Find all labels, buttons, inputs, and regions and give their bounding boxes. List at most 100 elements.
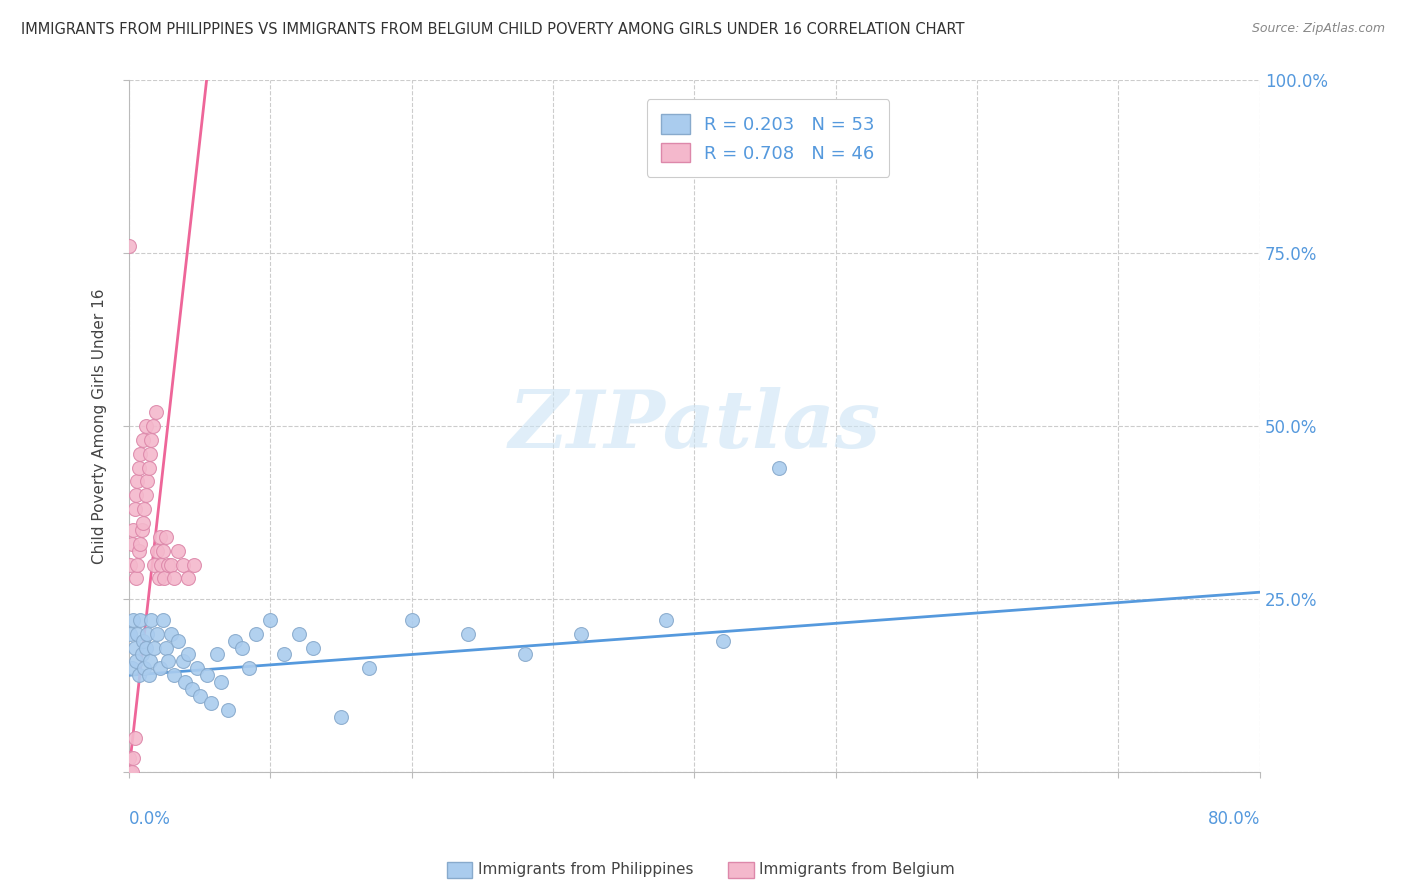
- Point: [152, 543, 174, 558]
- Point: [163, 571, 186, 585]
- Point: [148, 571, 170, 585]
- Point: [160, 626, 183, 640]
- Point: [205, 648, 228, 662]
- Point: [128, 460, 150, 475]
- Point: [146, 543, 169, 558]
- Y-axis label: Child Poverty Among Girls Under 16: Child Poverty Among Girls Under 16: [93, 288, 107, 564]
- Point: [118, 239, 141, 253]
- Point: [655, 613, 678, 627]
- Point: [132, 516, 155, 530]
- Point: [129, 537, 152, 551]
- Point: [768, 460, 790, 475]
- Point: [118, 751, 141, 765]
- Point: [125, 654, 148, 668]
- Point: [401, 613, 423, 627]
- Point: [128, 668, 150, 682]
- Point: [183, 558, 205, 572]
- Point: [569, 626, 592, 640]
- Text: IMMIGRANTS FROM PHILIPPINES VS IMMIGRANTS FROM BELGIUM CHILD POVERTY AMONG GIRLS: IMMIGRANTS FROM PHILIPPINES VS IMMIGRANT…: [21, 22, 965, 37]
- Point: [127, 626, 149, 640]
- Point: [135, 419, 157, 434]
- Point: [139, 447, 162, 461]
- Point: [122, 751, 145, 765]
- Point: [160, 558, 183, 572]
- Point: [127, 475, 149, 489]
- Point: [138, 668, 160, 682]
- Point: [149, 661, 172, 675]
- Point: [121, 765, 143, 780]
- Point: [329, 710, 352, 724]
- Point: [711, 633, 734, 648]
- Point: [120, 626, 142, 640]
- Point: [167, 633, 190, 648]
- Point: [118, 765, 141, 780]
- Point: [122, 613, 145, 627]
- Text: Immigrants from Belgium: Immigrants from Belgium: [759, 863, 955, 877]
- Point: [172, 654, 194, 668]
- Point: [125, 488, 148, 502]
- Point: [174, 675, 197, 690]
- Point: [143, 558, 166, 572]
- Point: [181, 682, 204, 697]
- Point: [177, 648, 200, 662]
- Point: [513, 648, 536, 662]
- Point: [155, 640, 177, 655]
- Point: [132, 433, 155, 447]
- Point: [134, 502, 156, 516]
- Point: [273, 648, 295, 662]
- Point: [359, 661, 381, 675]
- Point: [146, 626, 169, 640]
- Point: [127, 558, 149, 572]
- Point: [457, 626, 479, 640]
- Point: [195, 668, 218, 682]
- Point: [132, 633, 155, 648]
- Point: [129, 447, 152, 461]
- Point: [120, 558, 142, 572]
- Point: [287, 626, 309, 640]
- Point: [238, 661, 260, 675]
- Point: [131, 648, 153, 662]
- Point: [136, 626, 159, 640]
- Point: [122, 523, 145, 537]
- Point: [259, 613, 281, 627]
- Point: [209, 675, 232, 690]
- Legend: R = 0.203   N = 53, R = 0.708   N = 46: R = 0.203 N = 53, R = 0.708 N = 46: [647, 99, 889, 178]
- Text: 0.0%: 0.0%: [129, 810, 170, 829]
- Point: [138, 460, 160, 475]
- Point: [157, 654, 180, 668]
- Point: [128, 543, 150, 558]
- Point: [145, 405, 167, 419]
- Point: [124, 731, 146, 745]
- Point: [188, 689, 211, 703]
- Point: [139, 654, 162, 668]
- Point: [120, 765, 142, 780]
- Point: [150, 558, 173, 572]
- Point: [231, 640, 253, 655]
- Point: [134, 661, 156, 675]
- Point: [135, 488, 157, 502]
- Point: [152, 613, 174, 627]
- Point: [217, 703, 239, 717]
- Text: Immigrants from Philippines: Immigrants from Philippines: [478, 863, 693, 877]
- Point: [224, 633, 246, 648]
- Point: [124, 640, 146, 655]
- Point: [167, 543, 190, 558]
- Point: [135, 640, 157, 655]
- Point: [125, 571, 148, 585]
- Point: [153, 571, 176, 585]
- Text: 80.0%: 80.0%: [1208, 810, 1260, 829]
- Point: [245, 626, 267, 640]
- Point: [142, 419, 165, 434]
- Point: [136, 475, 159, 489]
- Point: [157, 558, 180, 572]
- Text: Source: ZipAtlas.com: Source: ZipAtlas.com: [1251, 22, 1385, 36]
- Point: [143, 640, 166, 655]
- Point: [301, 640, 323, 655]
- Text: ZIPatlas: ZIPatlas: [509, 387, 880, 465]
- Point: [200, 696, 222, 710]
- Point: [121, 537, 143, 551]
- Point: [141, 613, 163, 627]
- Point: [121, 661, 143, 675]
- Point: [172, 558, 194, 572]
- Point: [186, 661, 208, 675]
